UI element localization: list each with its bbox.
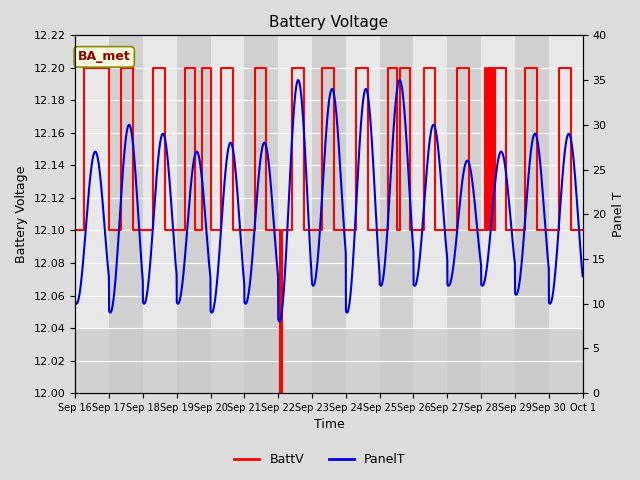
X-axis label: Time: Time (314, 419, 344, 432)
Bar (380, 36, 413, 393)
Bar (244, 36, 278, 393)
Bar (515, 36, 548, 393)
Title: Battery Voltage: Battery Voltage (269, 15, 388, 30)
Bar (109, 36, 143, 393)
Bar (312, 36, 346, 393)
Legend: BattV, PanelT: BattV, PanelT (229, 448, 411, 471)
Bar (278, 36, 312, 393)
Bar (481, 36, 515, 393)
Bar (143, 36, 177, 393)
Bar (211, 36, 244, 393)
Bar (76, 328, 582, 393)
Bar (76, 36, 109, 393)
Bar (447, 36, 481, 393)
Y-axis label: Panel T: Panel T (612, 192, 625, 237)
Text: BA_met: BA_met (78, 50, 131, 63)
Y-axis label: Battery Voltage: Battery Voltage (15, 166, 28, 263)
Bar (346, 36, 380, 393)
Bar (413, 36, 447, 393)
Bar (548, 36, 582, 393)
Bar (177, 36, 211, 393)
